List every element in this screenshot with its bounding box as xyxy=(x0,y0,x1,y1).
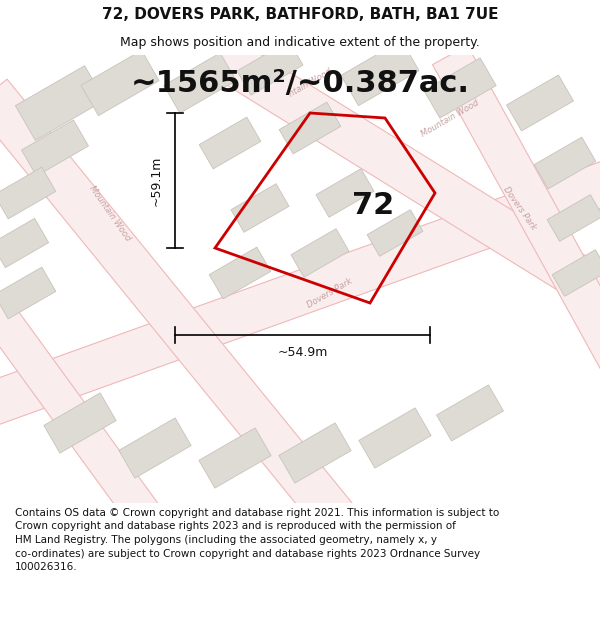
Polygon shape xyxy=(199,117,261,169)
Text: Dovers Park: Dovers Park xyxy=(502,184,538,231)
Polygon shape xyxy=(279,423,351,483)
Polygon shape xyxy=(119,418,191,478)
Polygon shape xyxy=(208,36,600,322)
Polygon shape xyxy=(367,209,423,256)
Polygon shape xyxy=(231,184,289,232)
Polygon shape xyxy=(279,102,341,154)
Polygon shape xyxy=(552,249,600,296)
Text: Dovers Park: Dovers Park xyxy=(306,276,354,309)
Text: Mountain Wood: Mountain Wood xyxy=(419,98,481,138)
Polygon shape xyxy=(341,41,419,106)
Text: 72, DOVERS PARK, BATHFORD, BATH, BA1 7UE: 72, DOVERS PARK, BATHFORD, BATH, BA1 7UE xyxy=(102,8,498,22)
Polygon shape xyxy=(359,408,431,468)
Polygon shape xyxy=(0,292,164,534)
Polygon shape xyxy=(0,218,49,268)
Polygon shape xyxy=(237,41,303,95)
Polygon shape xyxy=(424,58,496,118)
Polygon shape xyxy=(291,229,349,278)
Polygon shape xyxy=(316,169,374,217)
Polygon shape xyxy=(81,51,159,116)
Polygon shape xyxy=(44,393,116,453)
Polygon shape xyxy=(0,167,56,219)
Polygon shape xyxy=(437,385,503,441)
Polygon shape xyxy=(0,158,600,429)
Polygon shape xyxy=(433,46,600,372)
Polygon shape xyxy=(16,66,104,141)
Polygon shape xyxy=(0,79,357,537)
Polygon shape xyxy=(0,267,56,319)
Text: Contains OS data © Crown copyright and database right 2021. This information is : Contains OS data © Crown copyright and d… xyxy=(15,508,499,572)
Polygon shape xyxy=(22,120,88,176)
Text: 72: 72 xyxy=(352,191,394,219)
Polygon shape xyxy=(547,194,600,241)
Text: ~54.9m: ~54.9m xyxy=(277,346,328,359)
Text: ntain Wood: ntain Wood xyxy=(287,67,333,99)
Polygon shape xyxy=(199,428,271,488)
Polygon shape xyxy=(506,75,574,131)
Polygon shape xyxy=(534,137,596,189)
Text: Map shows position and indicative extent of the property.: Map shows position and indicative extent… xyxy=(120,36,480,49)
Polygon shape xyxy=(209,247,271,299)
Text: ~59.1m: ~59.1m xyxy=(150,155,163,206)
Polygon shape xyxy=(164,53,236,113)
Text: ~1565m²/~0.387ac.: ~1565m²/~0.387ac. xyxy=(131,69,470,98)
Text: Mountain Wood: Mountain Wood xyxy=(88,184,133,242)
